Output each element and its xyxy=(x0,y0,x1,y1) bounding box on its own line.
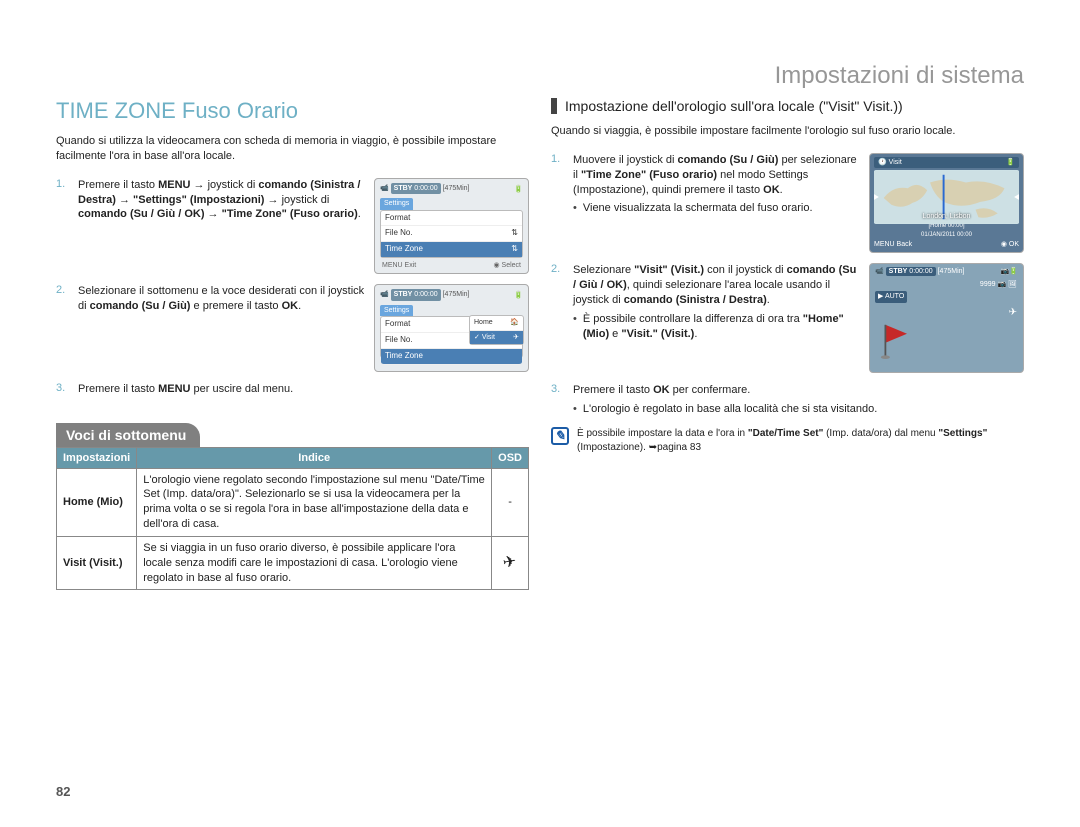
submenu-header: Voci di sottomenu xyxy=(56,423,200,447)
footer-select: ◉ Select xyxy=(493,261,521,270)
osd-screenshot-map: 🕐 Visit 🔋 xyxy=(869,153,1024,254)
cell-osd: - xyxy=(492,468,529,536)
left-steps: 1. Premere il tasto MENU → joystick di c… xyxy=(56,178,529,397)
cell-setting: Visit (Visit.) xyxy=(57,536,137,590)
section-title: Impostazioni di sistema xyxy=(56,62,1024,90)
right-column: Impostazione dell'orologio sull'ora loca… xyxy=(551,98,1024,590)
submenu-item: Home🏠 xyxy=(470,316,523,330)
page-number: 82 xyxy=(56,784,70,799)
step-num: 1. xyxy=(56,178,70,275)
menu-item-selected: Time Zone xyxy=(381,349,522,365)
step-num: 1. xyxy=(551,153,565,254)
note-icon: ✎ xyxy=(551,427,569,445)
th-setting: Impostazioni xyxy=(57,447,137,468)
flag-icon xyxy=(880,323,916,362)
osd-screenshot-settings: 📹 STBY 0:00:00 [475Min] 🔋 Settings Forma… xyxy=(374,178,529,275)
note-box: ✎ È possibile impostare la data e l'ora … xyxy=(551,427,1024,454)
bullet-text: È possibile controllare la differenza di… xyxy=(583,312,861,342)
step-text: Premere il tasto MENU per uscire dal men… xyxy=(78,382,529,397)
footer-exit: MENU Exit xyxy=(382,261,416,270)
step-num: 2. xyxy=(551,263,565,373)
heading-visit: Impostazione dell'orologio sull'ora loca… xyxy=(551,98,1024,114)
step-text: Premere il tasto OK per confermare. xyxy=(573,383,1024,398)
city-label: London, Lisbon xyxy=(874,212,1019,221)
cell-desc: Se si viaggia in un fuso orario diverso,… xyxy=(137,536,492,590)
menu-item: Format xyxy=(381,211,522,227)
submenu-item-selected: ✓ Visit✈ xyxy=(470,331,523,344)
th-osd: OSD xyxy=(492,447,529,468)
step-text: Selezionare "Visit" (Visit.) con il joys… xyxy=(573,263,861,308)
cell-setting: Home (Mio) xyxy=(57,468,137,536)
cell-desc: L'orologio viene regolato secondo l'impo… xyxy=(137,468,492,536)
cell-osd: ✈ xyxy=(492,536,529,590)
submenu-table: Impostazioni Indice OSD Home (Mio) L'oro… xyxy=(56,447,529,591)
footer-back: MENU Back xyxy=(874,240,912,249)
heading-timezone: TIME ZONE Fuso Orario xyxy=(56,98,529,124)
table-row: Home (Mio) L'orologio viene regolato sec… xyxy=(57,468,529,536)
bullet-text: Viene visualizzata la schermata del fuso… xyxy=(583,201,813,216)
bullet-text: L'orologio è regolato in base alla local… xyxy=(583,402,877,417)
tab-settings: Settings xyxy=(380,305,413,316)
step-text: Premere il tasto MENU → joystick di coma… xyxy=(78,178,366,223)
osd-screenshot-submenu: 📹 STBY 0:00:00 [475Min] 🔋 Settings Forma… xyxy=(374,284,529,371)
date-label: 01/JAN/2011 00:00 xyxy=(874,231,1019,239)
right-steps: 1. Muovere il joystick di comando (Su / … xyxy=(551,153,1024,417)
plane-icon: ✈ xyxy=(502,551,519,575)
step-text: Muovere il joystick di comando (Su / Giù… xyxy=(573,153,861,198)
step-text: Selezionare il sottomenu e la voce desid… xyxy=(78,284,366,314)
menu-item: File No.⇅ xyxy=(381,226,522,242)
left-intro: Quando si utilizza la videocamera con sc… xyxy=(56,134,529,164)
table-row: Visit (Visit.) Se si viaggia in un fuso … xyxy=(57,536,529,590)
footer-ok: ◉ OK xyxy=(1001,240,1019,249)
osd-screenshot-record: 📹 STBY 0:00:00 [475Min] 📷🔋 9999 📷 🖼 ▶ AU… xyxy=(869,263,1024,373)
step-num: 3. xyxy=(551,383,565,417)
left-column: TIME ZONE Fuso Orario Quando si utilizza… xyxy=(56,98,529,590)
th-index: Indice xyxy=(137,447,492,468)
step-num: 2. xyxy=(56,284,70,371)
tab-settings: Settings xyxy=(380,198,413,209)
step-num: 3. xyxy=(56,382,70,397)
right-intro: Quando si viaggia, è possibile impostare… xyxy=(551,124,1024,139)
note-text: È possibile impostare la data e l'ora in… xyxy=(577,427,1024,454)
menu-item-selected: Time Zone⇅ xyxy=(381,242,522,257)
